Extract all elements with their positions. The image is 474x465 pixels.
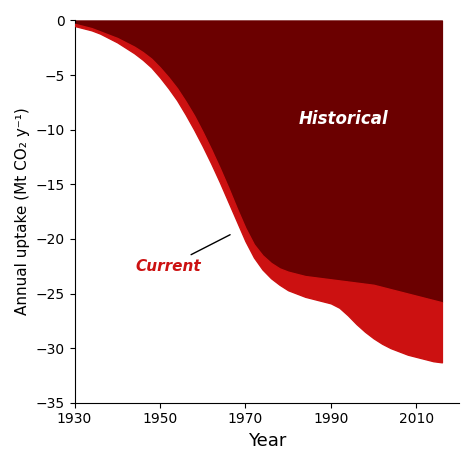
Text: Current: Current — [136, 235, 230, 274]
Y-axis label: Annual uptake (Mt CO₂ y⁻¹): Annual uptake (Mt CO₂ y⁻¹) — [15, 108, 30, 315]
X-axis label: Year: Year — [247, 432, 286, 450]
Text: Historical: Historical — [299, 110, 389, 128]
